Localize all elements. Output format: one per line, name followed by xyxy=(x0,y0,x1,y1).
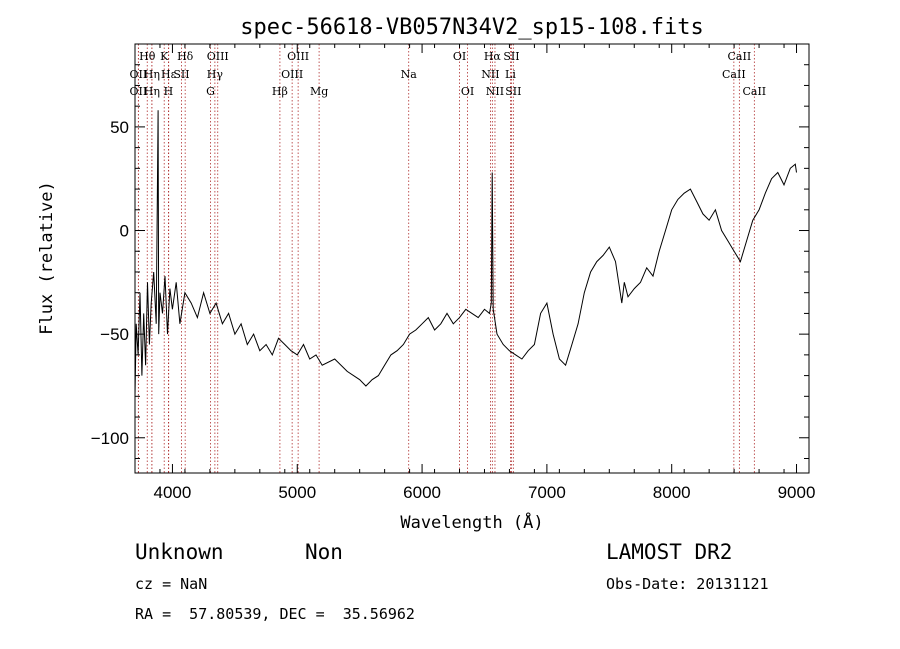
y-axis-label: Flux (relative) xyxy=(37,181,57,335)
spectral-line-label: Hα xyxy=(484,50,502,63)
spectral-line-label: H xyxy=(164,85,174,98)
spectral-line-label: OII xyxy=(130,85,148,98)
spectral-line-label: Hη xyxy=(144,85,160,98)
y-tick-label: −100 xyxy=(91,429,129,448)
spectral-line-label: SII xyxy=(503,50,519,63)
observation-date: Obs-Date: 20131121 xyxy=(606,575,769,593)
spectral-line-label: CaII xyxy=(728,50,752,63)
x-tick-label: 9000 xyxy=(778,483,816,502)
spectral-line-label: Hγ xyxy=(207,68,224,81)
x-tick-label: 7000 xyxy=(528,483,566,502)
spectral-line-label: OI xyxy=(453,50,466,63)
y-tick-label: −50 xyxy=(100,325,129,344)
y-tick-label: 50 xyxy=(110,118,129,137)
spectral-line-label: OIII xyxy=(207,50,229,63)
x-axis-ticks: 4000 5000 6000 7000 8000 9000 xyxy=(134,44,816,502)
sky-coordinates: RA = 57.80539, DEC = 35.56962 xyxy=(135,605,415,623)
x-tick-label: 6000 xyxy=(403,483,441,502)
object-subclass: Non xyxy=(305,540,343,564)
survey-name: LAMOST DR2 xyxy=(606,540,732,564)
y-axis-ticks: 50 0 −50 −100 xyxy=(91,64,809,459)
y-tick-label: 0 xyxy=(120,222,129,241)
spectral-line-label: SII xyxy=(505,85,521,98)
spectral-line-markers xyxy=(137,44,755,473)
spectral-line-label: OII xyxy=(130,68,148,81)
spectral-line-label: G xyxy=(206,85,215,98)
spectral-line-label: CaII xyxy=(742,85,766,98)
object-class: Unknown xyxy=(135,540,224,564)
spectral-line-label: OIII xyxy=(281,68,303,81)
redshift-cz: cz = NaN xyxy=(135,575,207,593)
spectral-line-label: Hη xyxy=(144,68,160,81)
spectral-line-label: Hε xyxy=(161,68,177,81)
spectral-line-label: CaII xyxy=(722,68,746,81)
spectral-line-label: Hδ xyxy=(177,50,194,63)
spectral-line-label: Li xyxy=(505,68,516,81)
chart-title: spec-56618-VB057N34V2_sp15-108.fits xyxy=(240,15,704,40)
spectral-line-label: Na xyxy=(401,68,418,81)
spectral-line-label: OI xyxy=(461,85,474,98)
spectral-line-label: Hθ xyxy=(139,50,156,63)
x-tick-label: 8000 xyxy=(653,483,691,502)
plot-frame xyxy=(134,43,810,474)
x-tick-label: 5000 xyxy=(278,483,316,502)
spectrum-line xyxy=(134,110,797,397)
spectral-line-label: Hβ xyxy=(272,85,288,98)
x-tick-label: 4000 xyxy=(154,483,192,502)
spectral-line-label: K xyxy=(160,50,169,63)
spectral-line-label: NII xyxy=(481,68,499,81)
spectral-line-label: NII xyxy=(486,85,504,98)
spectral-line-label: SII xyxy=(173,68,189,81)
spectral-line-label: OIII xyxy=(287,50,309,63)
x-axis-label: Wavelength (Å) xyxy=(400,511,543,533)
spectral-line-label: Mg xyxy=(310,85,328,98)
